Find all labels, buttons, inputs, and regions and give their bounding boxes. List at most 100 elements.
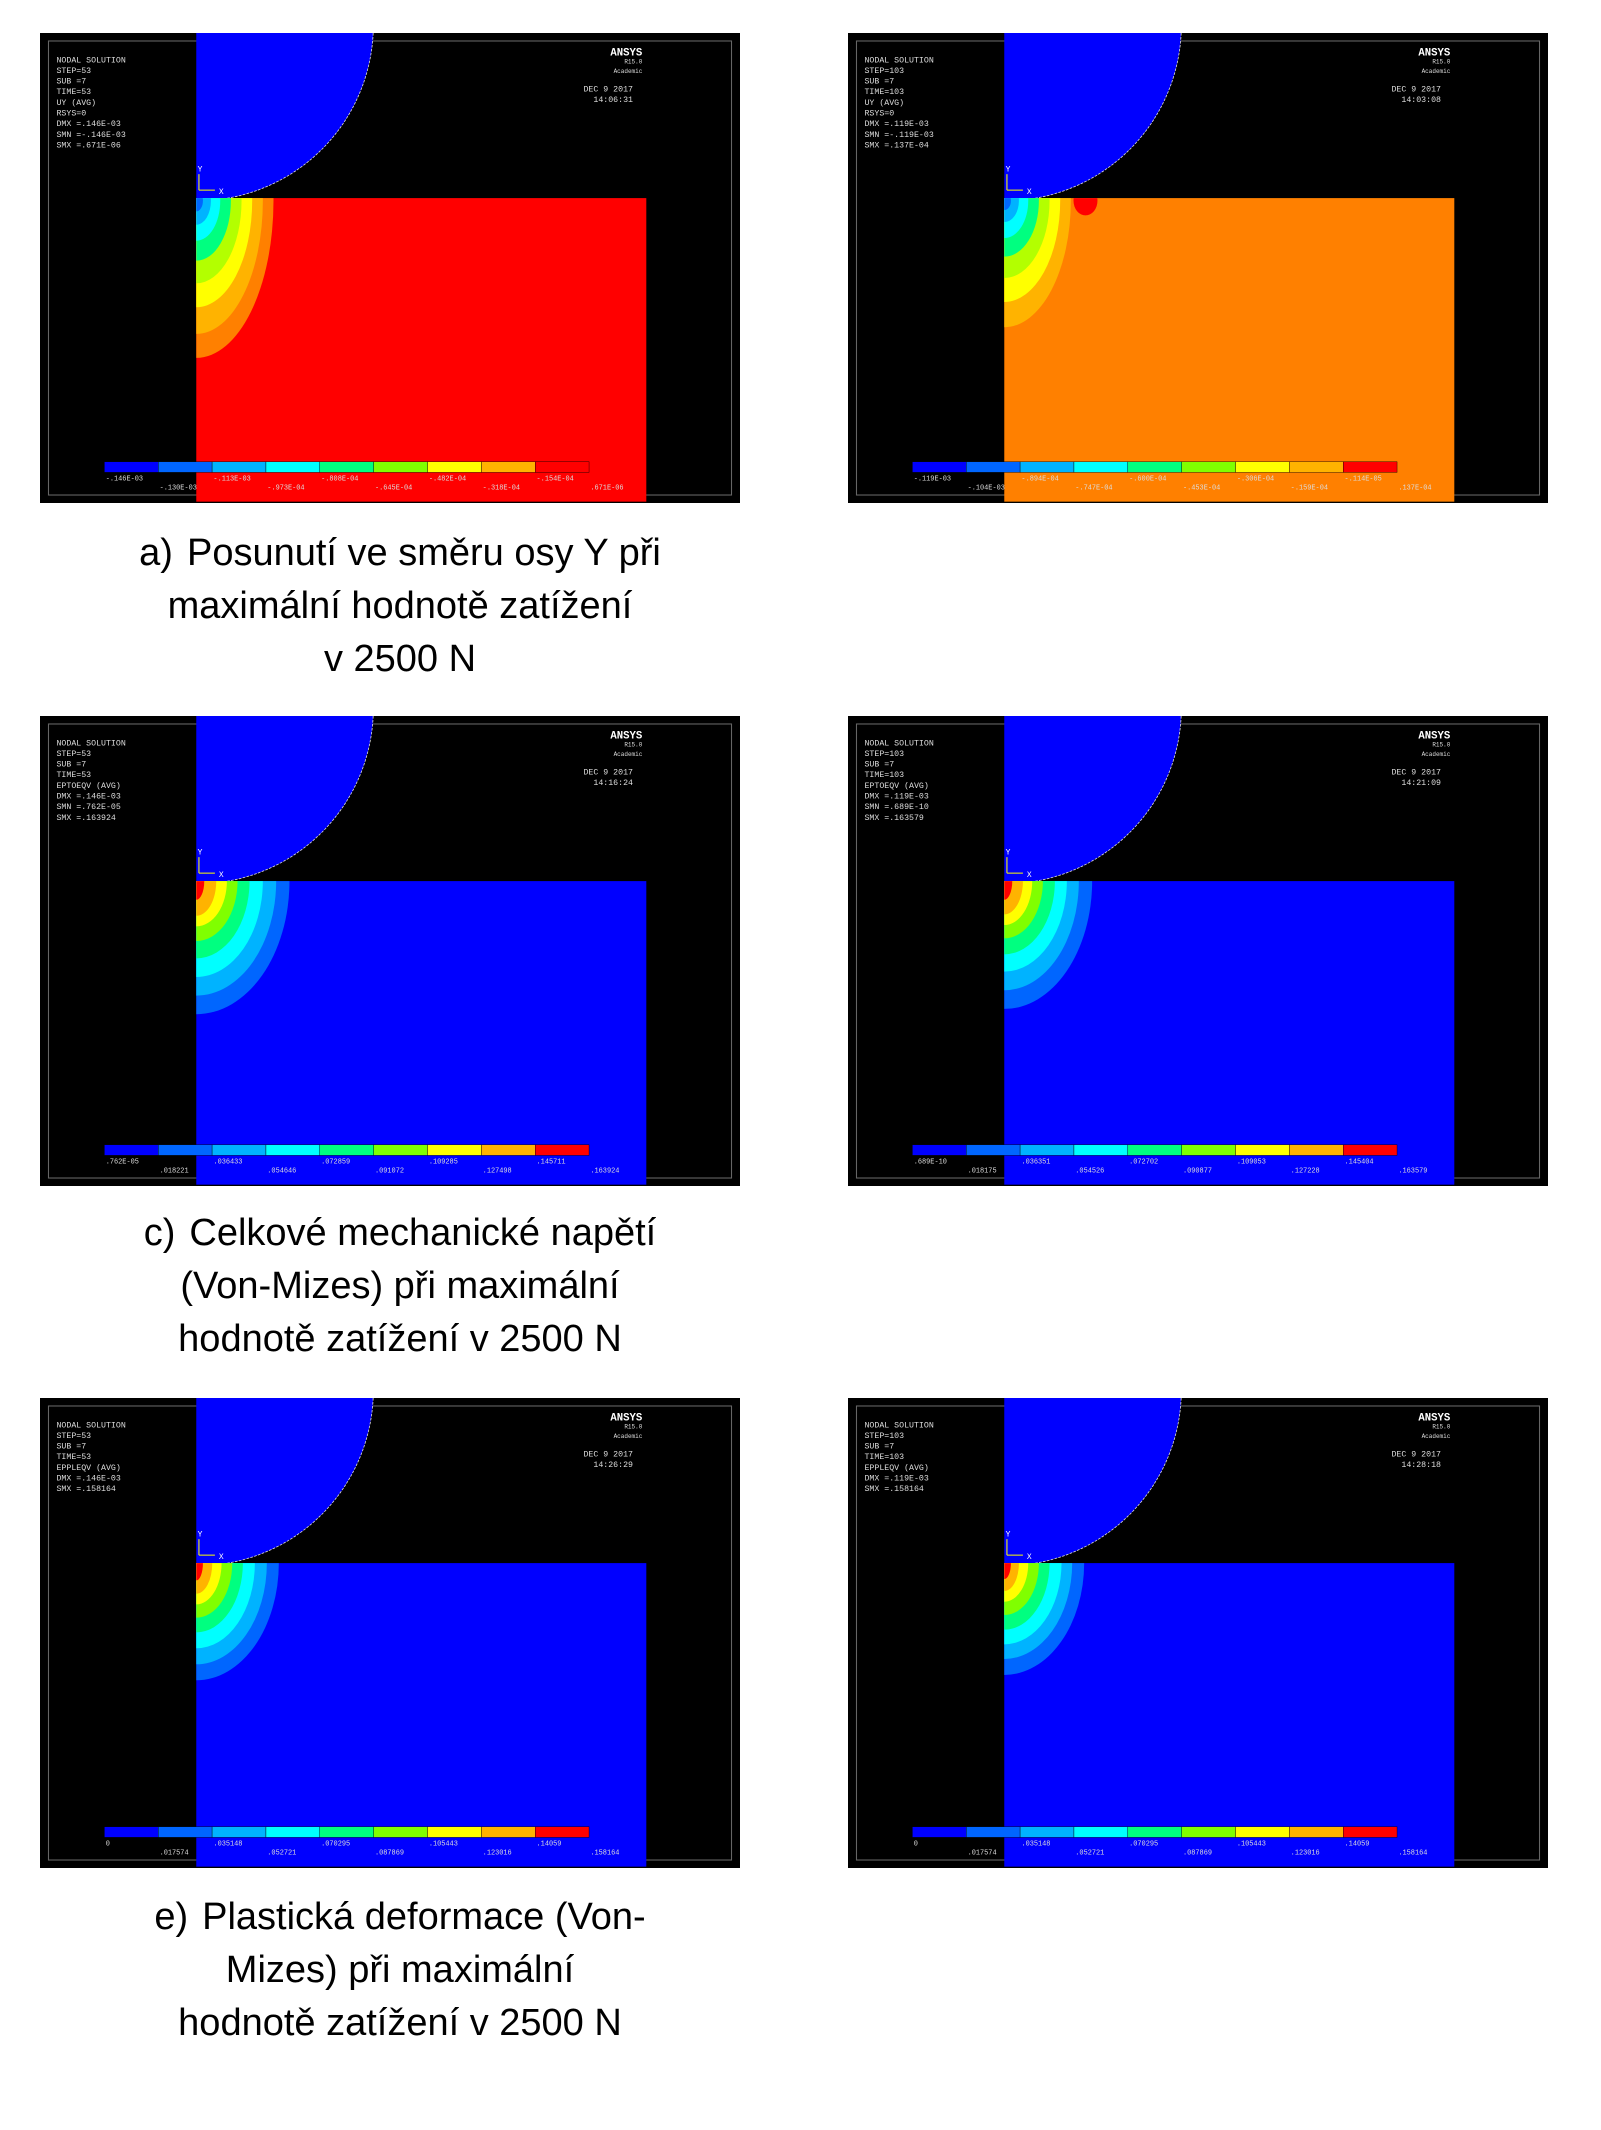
legend-label: .035148 [213, 1840, 242, 1848]
legend-label: -.159E-04 [1291, 485, 1328, 493]
ansys-edition: Academic [614, 68, 643, 75]
legend-swatch [266, 1145, 320, 1156]
legend-label: -.973E-04 [267, 485, 304, 493]
legend-label: .127498 [483, 1168, 512, 1176]
triad-label: X [1027, 1553, 1032, 1562]
info-line: SMX =.137E-04 [864, 142, 928, 151]
legend-swatch [1182, 1827, 1236, 1838]
legend-label: .070295 [321, 1840, 350, 1848]
caption-text: Posunutí ve směru osy Y při [187, 532, 661, 574]
info-line: SUB =7 [56, 78, 86, 87]
ansys-version: R15.0 [1432, 1424, 1450, 1431]
fem-panel: YXNODAL SOLUTIONSTEP=53SUB =7TIME=53EPPL… [40, 1398, 740, 1868]
legend-label: -.113E-03 [213, 475, 250, 483]
legend-swatch [320, 462, 374, 473]
legend-label: .671E-06 [590, 485, 623, 493]
triad-label: X [1027, 871, 1032, 880]
legend-label: -.894E-04 [1021, 475, 1058, 483]
legend-label: .036351 [1021, 1158, 1050, 1166]
triad-label: Y [198, 1530, 203, 1539]
legend-label: .052721 [267, 1850, 296, 1858]
legend-label: -.453E-04 [1183, 485, 1220, 493]
caption-line: v 2500 N [20, 633, 780, 686]
plot-time: 14:03:08 [1401, 96, 1441, 105]
ansys-version: R15.0 [1432, 59, 1450, 66]
triad-label: X [219, 188, 224, 197]
legend-swatch [535, 1827, 589, 1838]
ansys-edition: Academic [1422, 751, 1451, 758]
legend-swatch [212, 1827, 266, 1838]
caption-label: e) [154, 1896, 188, 1938]
plot-time: 14:16:24 [593, 779, 633, 788]
legend-label: -.114E-05 [1345, 475, 1382, 483]
legend-swatch [481, 462, 535, 473]
plot-time: 14:26:29 [593, 1461, 633, 1470]
caption-text: (Von-Mizes) při maximální [180, 1265, 619, 1307]
legend-swatch [1236, 1145, 1290, 1156]
plot-time: 14:21:09 [1401, 779, 1441, 788]
caption: a)Posunutí ve směru osy Y přimaximální h… [20, 527, 780, 686]
info-line: NODAL SOLUTION [864, 1421, 933, 1430]
legend-label: .087869 [375, 1850, 404, 1858]
fem-panel: YXNODAL SOLUTIONSTEP=103SUB =7TIME=103UY… [848, 33, 1548, 503]
info-line: EPPLEQV (AVG) [864, 1463, 928, 1473]
fem-plot: YXNODAL SOLUTIONSTEP=53SUB =7TIME=53EPTO… [40, 716, 740, 1186]
legend-label: .145404 [1345, 1158, 1374, 1166]
caption-text: Plastická deformace (Von- [202, 1896, 646, 1938]
legend-swatch [966, 462, 1020, 473]
legend-label: .163924 [590, 1168, 619, 1176]
caption-line: maximální hodnotě zatížení [20, 580, 780, 633]
caption-text: hodnotě zatížení v 2500 N [178, 2002, 622, 2044]
info-line: UY (AVG) [56, 98, 96, 108]
plot-time: 14:06:31 [593, 96, 633, 105]
legend-swatch [1289, 462, 1343, 473]
legend-label: .054646 [267, 1168, 296, 1176]
caption-line: hodnotě zatížení v 2500 N [20, 1313, 780, 1366]
info-line: STEP=103 [864, 67, 904, 76]
info-line: NODAL SOLUTION [56, 739, 125, 748]
legend-swatch [1020, 1827, 1074, 1838]
legend-swatch [428, 1145, 482, 1156]
figure-page: YXNODAL SOLUTIONSTEP=53SUB =7TIME=53UY (… [0, 0, 1601, 2130]
legend-swatch [104, 1827, 158, 1838]
legend-label: .762E-05 [106, 1158, 139, 1166]
legend-label: -.600E-04 [1129, 475, 1166, 483]
triad-label: Y [1006, 165, 1011, 174]
triad-label: Y [198, 848, 203, 857]
legend-label: -.808E-04 [321, 475, 358, 483]
info-line: SMX =.163924 [56, 814, 115, 823]
info-line: SMX =.158164 [56, 1485, 115, 1494]
legend-label: .072702 [1129, 1158, 1158, 1166]
legend-swatch [535, 462, 589, 473]
info-line: SMN =-.119E-03 [864, 131, 933, 140]
legend-swatch [1343, 1145, 1397, 1156]
info-line: STEP=103 [864, 1432, 904, 1441]
ansys-version: R15.0 [624, 59, 642, 66]
legend-label: .145711 [537, 1158, 566, 1166]
info-line: TIME=53 [56, 88, 91, 97]
info-line: DMX =.146E-03 [56, 1475, 120, 1484]
info-line: SMX =.163579 [864, 814, 923, 823]
info-line: UY (AVG) [864, 98, 904, 108]
legend-label: .070295 [1129, 1840, 1158, 1848]
legend-label: -.154E-04 [537, 475, 574, 483]
info-line: TIME=103 [864, 771, 904, 780]
legend-swatch [1074, 1827, 1128, 1838]
info-line: TIME=103 [864, 88, 904, 97]
legend-label: -.130E-03 [160, 485, 197, 493]
legend-label: .072859 [321, 1158, 350, 1166]
info-line: STEP=53 [56, 67, 91, 76]
legend-swatch [1020, 1145, 1074, 1156]
substrate [1004, 198, 1454, 502]
ansys-edition: Academic [614, 751, 643, 758]
legend-swatch [428, 462, 482, 473]
legend-swatch [212, 462, 266, 473]
legend-label: 0 [914, 1840, 918, 1848]
caption: e)Plastická deformace (Von-Mizes) při ma… [20, 1891, 780, 2050]
info-line: NODAL SOLUTION [864, 739, 933, 748]
info-line: NODAL SOLUTION [864, 56, 933, 65]
fem-panel: YXNODAL SOLUTIONSTEP=53SUB =7TIME=53EPTO… [40, 716, 740, 1186]
legend-label: .105443 [429, 1840, 458, 1848]
